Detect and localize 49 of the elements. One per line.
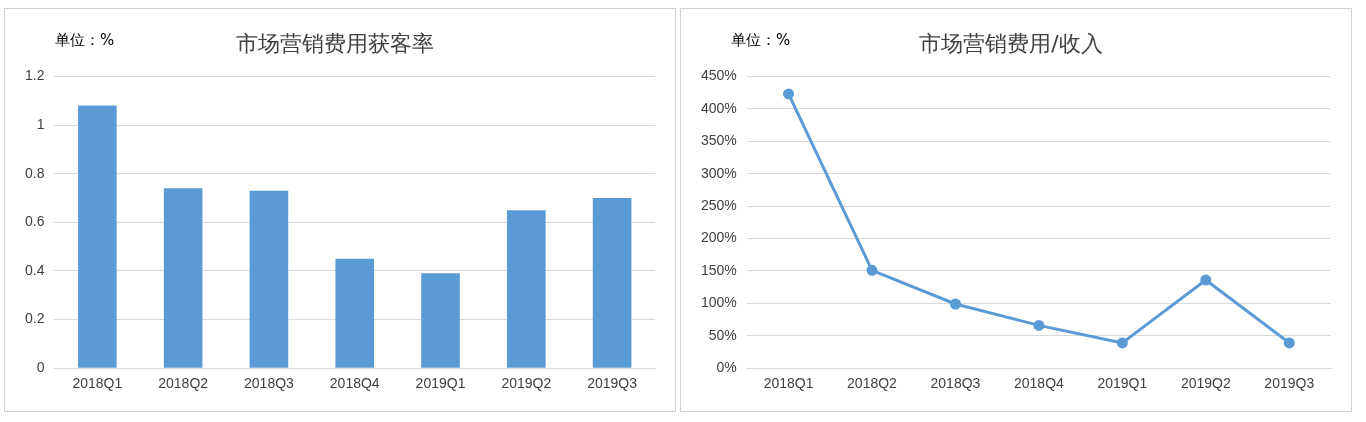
y-tick-label: 0.8 xyxy=(24,164,45,181)
y-tick-label: 300% xyxy=(700,164,737,181)
x-tick-label: 2018Q3 xyxy=(930,375,981,392)
bar xyxy=(249,190,289,368)
x-tick-label: 2018Q2 xyxy=(158,375,209,392)
point xyxy=(783,88,795,100)
x-tick-label: 2018Q4 xyxy=(329,375,380,392)
y-tick-label: 0.2 xyxy=(24,310,45,327)
text: 单位：% xyxy=(55,31,115,50)
y-tick-label: 350% xyxy=(700,132,737,149)
x-tick-label: 2019Q1 xyxy=(415,375,466,392)
point xyxy=(1033,319,1045,331)
point xyxy=(866,264,878,276)
y-tick-label: 400% xyxy=(700,99,737,116)
bar xyxy=(78,105,117,368)
chart-title: 市场营销费用/收入 xyxy=(919,30,1103,56)
x-tick-label: 2019Q3 xyxy=(587,375,638,392)
bar xyxy=(421,273,460,368)
point xyxy=(1116,337,1128,349)
y-tick-label: 0.4 xyxy=(24,261,45,278)
y-tick-label: 250% xyxy=(700,196,737,213)
text: 单位：% xyxy=(731,31,791,50)
y-tick-label: 100% xyxy=(700,294,737,311)
y-tick-label: 0.6 xyxy=(24,213,45,230)
point xyxy=(1200,274,1212,286)
bar xyxy=(335,258,375,368)
y-tick-label: 450% xyxy=(700,67,737,84)
y-tick-label: 50% xyxy=(708,326,737,343)
y-tick-label: 1 xyxy=(36,115,45,132)
x-tick-label: 2019Q1 xyxy=(1097,375,1148,392)
x-tick-label: 2018Q3 xyxy=(244,375,295,392)
x-tick-label: 2019Q3 xyxy=(1264,375,1315,392)
y-tick-label: 150% xyxy=(700,261,737,278)
x-tick-label: 2018Q2 xyxy=(847,375,898,392)
x-tick-label: 2019Q2 xyxy=(501,375,552,392)
x-tick-label: 2018Q4 xyxy=(1013,375,1065,392)
y-tick-label: 0 xyxy=(36,359,45,376)
bar xyxy=(507,210,546,368)
y-tick-label: 200% xyxy=(700,229,737,246)
x-tick-label: 2018Q1 xyxy=(72,375,123,392)
bar xyxy=(592,197,632,368)
x-tick-label: 2019Q2 xyxy=(1180,375,1231,392)
point xyxy=(1283,337,1295,349)
bar xyxy=(163,188,203,368)
y-tick-label: 1.2 xyxy=(24,67,45,84)
point xyxy=(949,298,961,310)
y-tick-label: 0% xyxy=(716,359,737,376)
chart-title: 市场营销费用获客率 xyxy=(236,30,434,56)
x-tick-label: 2018Q1 xyxy=(763,375,814,392)
